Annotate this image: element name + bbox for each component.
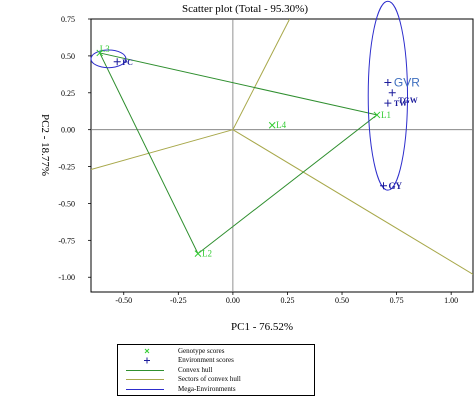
- genotype-label: L3: [100, 44, 110, 54]
- plot-frame: [90, 18, 474, 293]
- y-tick-label: 0.75: [61, 15, 75, 24]
- x-tick-label: 1.00: [444, 296, 458, 305]
- y-tick-label: -1.00: [58, 273, 75, 282]
- environment-marker: [113, 58, 121, 66]
- legend-symbol-hull: [126, 369, 164, 371]
- environment-label: GY: [389, 181, 403, 191]
- genotype-marker: [96, 49, 104, 57]
- x-tick-label: -0.25: [170, 296, 187, 305]
- sector-line: [232, 19, 291, 130]
- y-tick-label: -0.25: [58, 163, 75, 172]
- x-tick-label: 0.25: [280, 296, 294, 305]
- sector-lines: [91, 19, 473, 275]
- legend-item-hull: Convex hull: [118, 366, 314, 375]
- x-tick-label: -0.50: [115, 296, 132, 305]
- mega-environment-ellipse: [367, 0, 409, 191]
- axes: [91, 19, 473, 292]
- legend-item-mega: Mega-Environments: [118, 385, 314, 394]
- environment-marker: [384, 78, 392, 86]
- mega-environment-ellipse: [90, 49, 127, 69]
- x-tick-label: 0.00: [226, 296, 240, 305]
- x-axis-label: PC1 - 76.52%: [231, 321, 293, 333]
- environment-label: TGW: [398, 96, 418, 105]
- genotype-marker: [268, 121, 276, 129]
- y-tick-label: -0.50: [58, 199, 75, 208]
- convex-hull: [99, 52, 379, 255]
- legend-symbol-sector: [126, 379, 164, 381]
- legend-item-sector: Sectors of convex hull: [118, 375, 314, 384]
- y-tick-label: 0.25: [61, 89, 75, 98]
- y-tick-label: -0.75: [58, 236, 75, 245]
- legend-genotype-marker: [144, 348, 150, 354]
- y-axis-label: PC2 - 18.77%: [39, 114, 51, 176]
- environment-marker: [380, 182, 388, 190]
- mega-environment-ellipses: [90, 0, 409, 191]
- genotype-label: L4: [276, 120, 286, 130]
- sector-line: [91, 129, 234, 171]
- x-tick-label: 0.50: [335, 296, 349, 305]
- legend-label: Mega-Environments: [178, 384, 236, 393]
- legend-label: Sectors of convex hull: [178, 375, 241, 384]
- legend-label: Environment scores: [178, 356, 234, 365]
- legend-environment-marker: [144, 357, 150, 364]
- genotype-marker: [194, 250, 202, 257]
- legend-symbol-genotype: [144, 348, 150, 354]
- y-tick-label: 0.50: [61, 52, 75, 61]
- x-tick-label: 0.75: [390, 296, 404, 305]
- sector-line: [232, 129, 473, 275]
- genotype-label: L1: [381, 110, 391, 120]
- environment-marker: [384, 99, 392, 107]
- legend-item-environment: Environment scores: [118, 356, 314, 365]
- convex-hull-line: [99, 52, 379, 255]
- legend-label: Genotype scores: [178, 347, 225, 355]
- genotype-marker: [373, 111, 381, 119]
- chart-title: Scatter plot (Total - 95.30%): [182, 3, 308, 15]
- y-tick-label: 0.00: [61, 126, 75, 135]
- legend-item-genotype: Genotype scores: [118, 347, 314, 356]
- environment-label: PC: [122, 58, 133, 67]
- legend-symbol-mega: [126, 388, 164, 390]
- legend-symbol-environment: [144, 357, 150, 364]
- genotype-label: L2: [202, 249, 212, 259]
- tick-labels: -0.50 -0.25 0.00 0.25 0.50 0.75 1.00 0.75 0.50 0.…: [58, 15, 458, 305]
- environment-marker: [388, 89, 396, 97]
- environment-label: TW: [394, 99, 407, 108]
- environment-label: GVR: [394, 75, 420, 89]
- legend: Genotype scores Environment scores Convex …: [117, 344, 315, 396]
- legend-label: Convex hull: [178, 365, 213, 374]
